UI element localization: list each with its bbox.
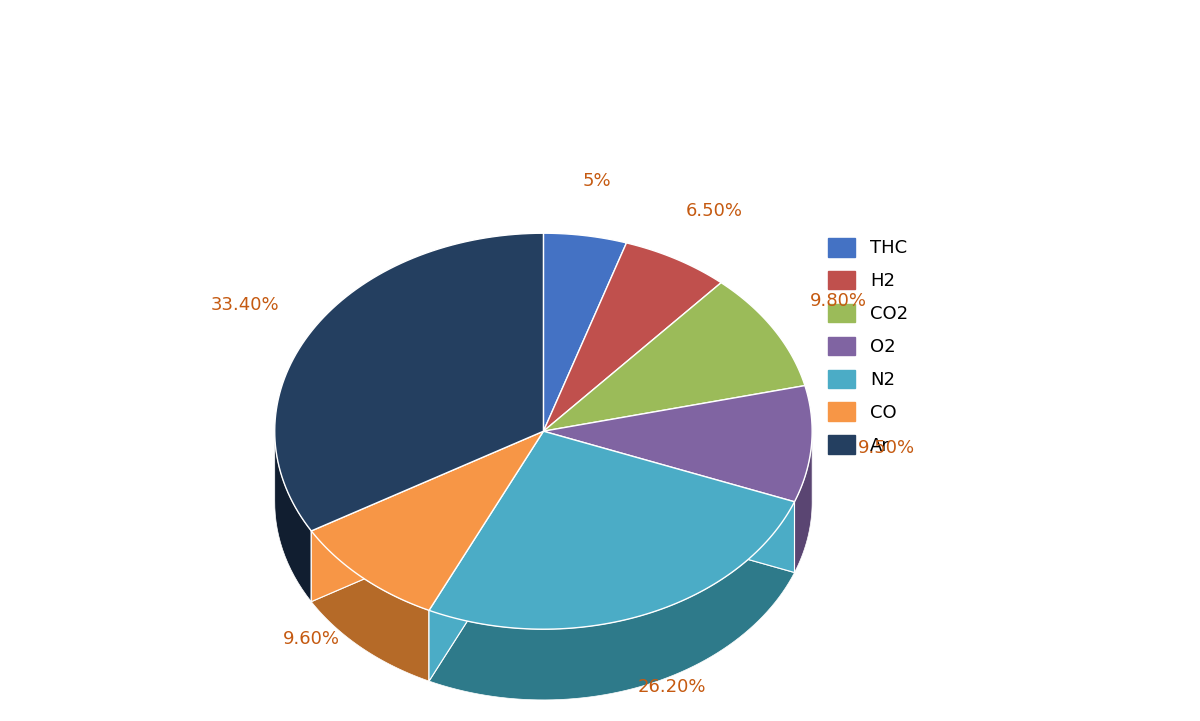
Polygon shape [311, 431, 544, 611]
Polygon shape [794, 429, 812, 572]
Legend: THC, H2, CO2, O2, N2, CO, Ar: THC, H2, CO2, O2, N2, CO, Ar [821, 231, 916, 462]
Polygon shape [544, 431, 794, 572]
Text: 9.50%: 9.50% [858, 439, 916, 457]
Polygon shape [544, 233, 626, 431]
Polygon shape [544, 431, 794, 572]
Polygon shape [311, 431, 544, 601]
Text: 26.20%: 26.20% [638, 678, 707, 696]
Polygon shape [275, 430, 311, 601]
Polygon shape [430, 431, 544, 681]
Polygon shape [275, 233, 544, 531]
Text: 5%: 5% [583, 172, 612, 190]
Text: 9.80%: 9.80% [810, 292, 866, 310]
Text: 9.60%: 9.60% [283, 630, 340, 648]
Polygon shape [544, 386, 812, 502]
Polygon shape [311, 531, 430, 681]
Polygon shape [430, 502, 794, 700]
Polygon shape [430, 431, 544, 681]
Polygon shape [544, 243, 721, 431]
Polygon shape [311, 431, 544, 601]
Text: 33.40%: 33.40% [211, 296, 280, 314]
Polygon shape [430, 431, 794, 629]
Polygon shape [544, 283, 805, 431]
Text: 6.50%: 6.50% [685, 202, 743, 220]
